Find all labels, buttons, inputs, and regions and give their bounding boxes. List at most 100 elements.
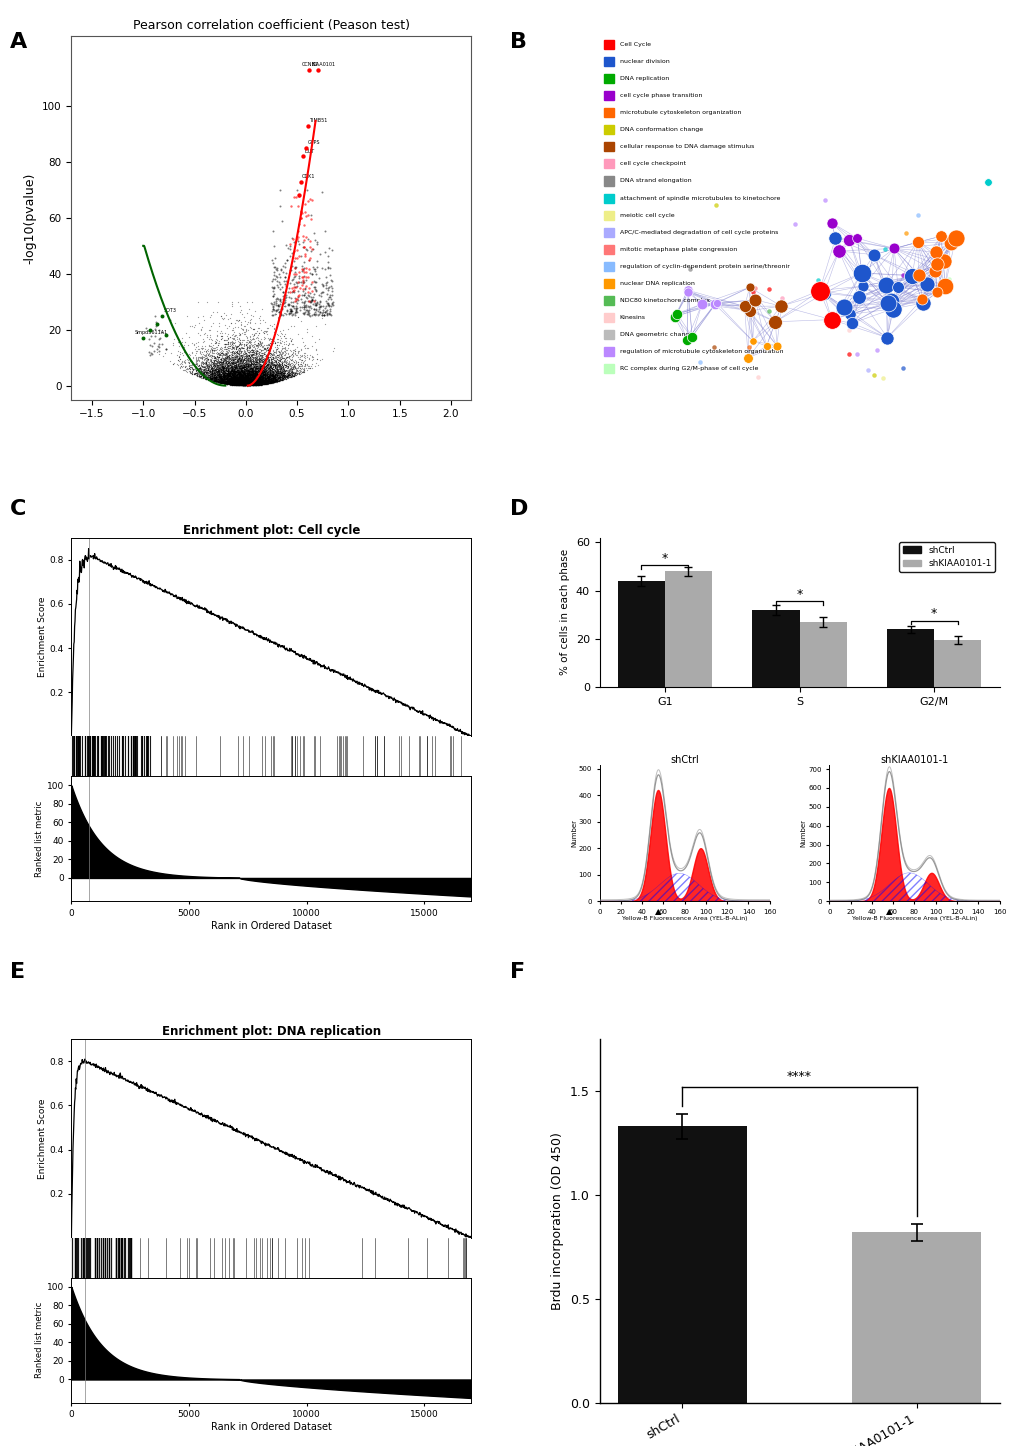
Point xyxy=(214,370,230,393)
Point xyxy=(287,360,304,383)
Point xyxy=(235,367,252,390)
Point xyxy=(249,366,265,389)
Point xyxy=(236,370,253,393)
Point xyxy=(225,373,242,396)
Point xyxy=(308,230,324,253)
Point xyxy=(286,356,303,379)
Point xyxy=(207,353,223,376)
Point xyxy=(265,357,281,380)
Point xyxy=(230,330,247,353)
Point xyxy=(253,363,269,386)
Point xyxy=(223,370,239,393)
Text: attachment of spindle microtubules to kinetochore: attachment of spindle microtubules to ki… xyxy=(619,195,780,201)
Point xyxy=(249,364,265,388)
Point xyxy=(225,373,242,396)
Point xyxy=(262,354,278,377)
Point xyxy=(250,370,266,393)
Point xyxy=(226,344,243,367)
Point xyxy=(253,364,269,388)
Point xyxy=(236,359,253,382)
Point xyxy=(253,367,269,390)
Point xyxy=(193,343,209,366)
Point xyxy=(259,372,275,395)
Point xyxy=(204,367,220,390)
Point xyxy=(218,370,234,393)
Point xyxy=(287,256,304,279)
Point xyxy=(277,347,293,370)
Point xyxy=(253,367,269,390)
Point xyxy=(187,359,204,382)
Point xyxy=(230,370,247,393)
Point xyxy=(217,367,233,390)
Point xyxy=(245,373,261,396)
Point xyxy=(218,357,234,380)
Point xyxy=(244,356,260,379)
Point xyxy=(264,343,280,366)
Point xyxy=(232,360,249,383)
Point xyxy=(239,359,256,382)
Point xyxy=(240,353,257,376)
Point xyxy=(242,372,258,395)
Point xyxy=(252,367,268,390)
Point xyxy=(258,370,274,393)
Point xyxy=(275,366,291,389)
Point xyxy=(226,357,243,380)
Point xyxy=(232,373,249,396)
Point xyxy=(230,372,247,395)
Point xyxy=(232,317,249,340)
Point xyxy=(252,338,268,362)
Point xyxy=(279,343,296,366)
Point xyxy=(227,370,244,393)
Point xyxy=(214,364,230,388)
Point xyxy=(232,364,249,388)
Point xyxy=(302,247,318,270)
Point xyxy=(260,337,276,360)
Point xyxy=(231,363,248,386)
Point xyxy=(196,356,212,379)
Point xyxy=(232,373,249,396)
Point xyxy=(214,356,230,379)
Point xyxy=(244,350,260,373)
Point xyxy=(250,370,266,393)
Point xyxy=(218,344,234,367)
Point xyxy=(234,363,251,386)
Point xyxy=(218,370,234,393)
Point xyxy=(263,372,279,395)
Point xyxy=(228,366,245,389)
Point xyxy=(242,343,258,366)
Y-axis label: Brdu incorporation (OD 450): Brdu incorporation (OD 450) xyxy=(550,1132,564,1310)
Point xyxy=(275,324,291,347)
Point xyxy=(271,367,287,390)
Point xyxy=(246,370,262,393)
Point xyxy=(195,362,211,385)
Point xyxy=(277,350,293,373)
Point xyxy=(230,335,247,359)
Point xyxy=(217,346,233,369)
Point xyxy=(266,346,282,369)
Point xyxy=(236,364,253,388)
Point xyxy=(263,363,279,386)
Point xyxy=(245,372,261,395)
Point xyxy=(224,351,240,375)
Point xyxy=(260,347,276,370)
Point xyxy=(225,340,242,363)
Point xyxy=(248,360,264,383)
Point xyxy=(261,359,277,382)
Point xyxy=(307,354,323,377)
Point xyxy=(246,356,262,379)
Point xyxy=(280,363,297,386)
Point xyxy=(228,364,245,388)
Point xyxy=(245,359,261,382)
Point xyxy=(242,331,258,354)
Point xyxy=(235,356,252,379)
Point xyxy=(233,360,250,383)
Point xyxy=(228,360,245,383)
Point xyxy=(230,373,247,396)
Point xyxy=(251,359,267,382)
Point xyxy=(304,288,320,311)
Point xyxy=(248,359,264,382)
Point xyxy=(227,364,244,388)
Point xyxy=(219,356,235,379)
Point xyxy=(243,363,259,386)
Point xyxy=(244,328,260,351)
